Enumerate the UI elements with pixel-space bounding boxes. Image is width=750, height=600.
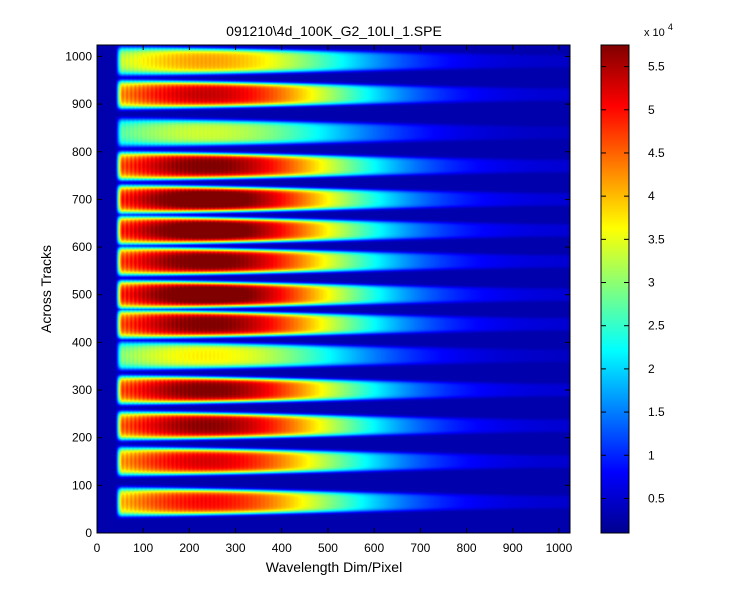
y-axis: 0 100 200 300 400 500 600 700 800 900 1000	[65, 49, 570, 540]
x-tick-label: 1000	[546, 541, 573, 555]
x-tick-label: 800	[457, 541, 477, 555]
colorbar: 0.5 1 1.5 2 2.5 3 3.5 4 4.5 5 5.5 x 10 4	[600, 22, 673, 534]
colorbar-tick-label: 0.5	[648, 491, 665, 505]
colorbar-tick-label: 2	[648, 362, 655, 376]
chart-title: 091210\4d_100K_G2_10LI_1.SPE	[226, 23, 442, 39]
x-tick-label: 0	[94, 541, 101, 555]
y-tick-label: 0	[85, 526, 92, 540]
y-tick-label: 600	[72, 240, 92, 254]
y-tick-label: 900	[72, 97, 92, 111]
colorbar-tick-label: 4	[648, 189, 655, 203]
y-tick-label: 800	[72, 145, 92, 159]
colorbar-multiplier: x 10 4	[644, 22, 673, 39]
x-tick-label: 600	[364, 541, 384, 555]
colorbar-tick-label: 4.5	[648, 146, 665, 160]
y-tick-label: 300	[72, 383, 92, 397]
colorbar-gradient	[601, 45, 629, 533]
x-axis-title: Wavelength Dim/Pixel	[266, 559, 402, 575]
x-axis: 0 100 200 300 400 500 600 700 800 900 1000	[94, 45, 573, 555]
colorbar-frame	[600, 44, 630, 534]
colorbar-tick-label: 2.5	[648, 319, 665, 333]
colorbar-tick-label: 1.5	[648, 405, 665, 419]
x-tick-label: 500	[318, 541, 338, 555]
y-tick-label: 1000	[65, 49, 92, 63]
x-tick-label: 200	[179, 541, 199, 555]
colorbar-tick-label: 3.5	[648, 232, 665, 246]
x-tick-label: 400	[272, 541, 292, 555]
y-tick-label: 700	[72, 192, 92, 206]
plot-frame	[96, 44, 571, 534]
y-tick-label: 500	[72, 288, 92, 302]
colorbar-tick-label: 5.5	[648, 60, 665, 74]
y-tick-label: 100	[72, 478, 92, 492]
y-tick-label: 200	[72, 431, 92, 445]
colorbar-tick-label: 1	[648, 448, 655, 462]
colorbar-multiplier-base: x 10	[644, 27, 665, 39]
heatmap-image	[97, 45, 570, 533]
x-tick-label: 300	[226, 541, 246, 555]
y-tick-label: 400	[72, 335, 92, 349]
colorbar-multiplier-exponent: 4	[668, 22, 673, 32]
x-tick-label: 900	[503, 541, 523, 555]
x-tick-label: 100	[133, 541, 153, 555]
colorbar-tick-label: 3	[648, 276, 655, 290]
colorbar-tick-label: 5	[648, 103, 655, 117]
x-tick-label: 700	[410, 541, 430, 555]
colorbar-ticks: 0.5 1 1.5 2 2.5 3 3.5 4 4.5 5 5.5	[601, 60, 665, 505]
y-axis-title: Across Tracks	[38, 245, 54, 333]
heatmap-raster	[97, 45, 570, 533]
